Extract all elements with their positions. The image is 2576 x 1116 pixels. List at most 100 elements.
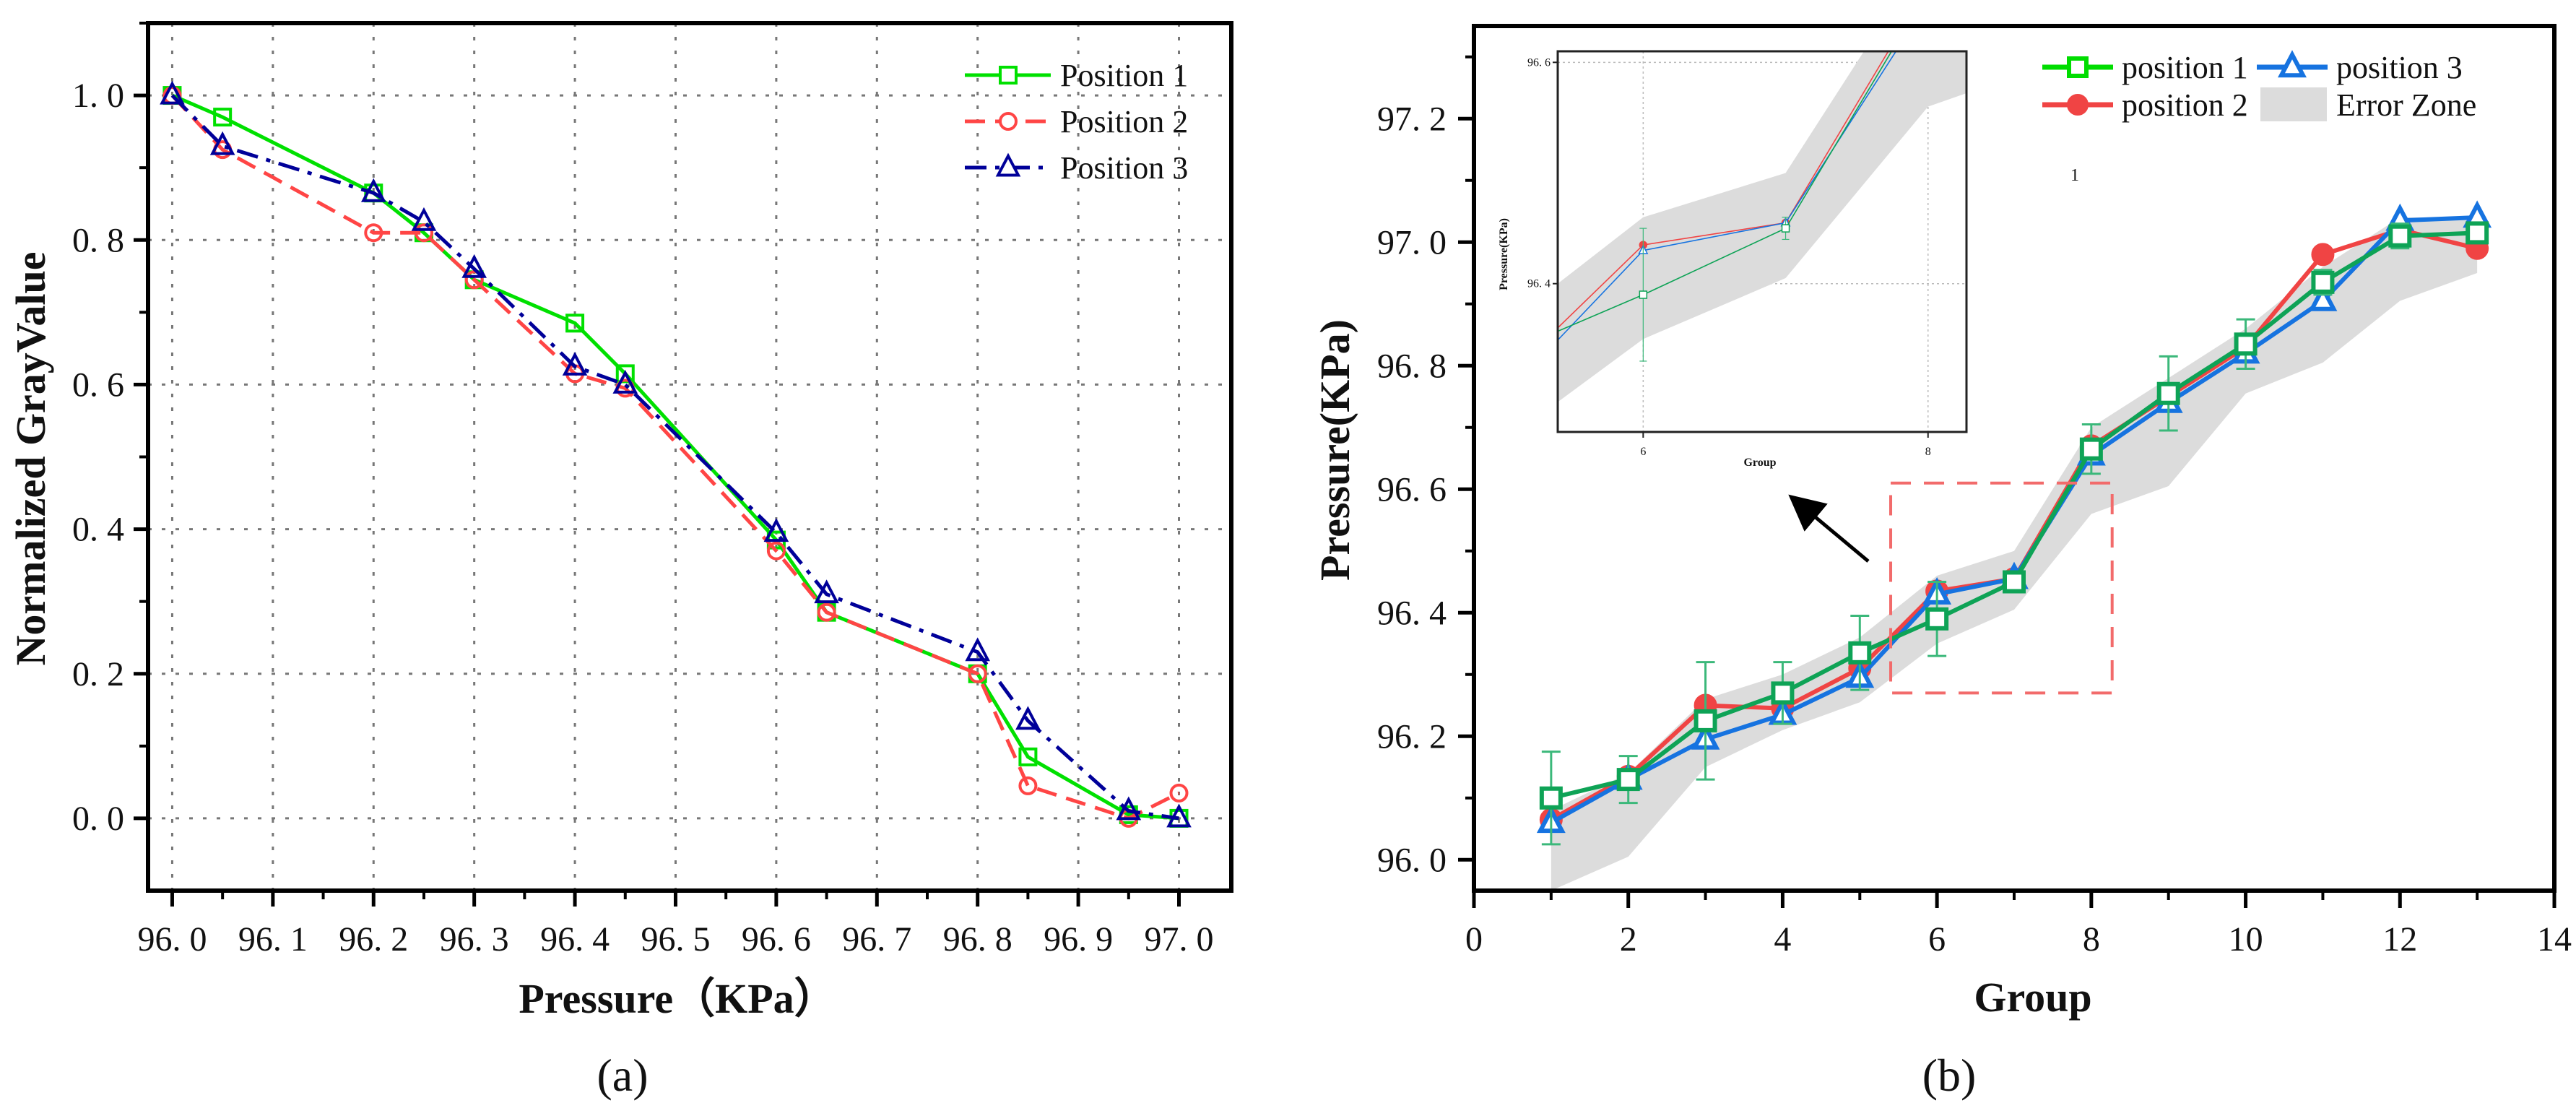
panel-label-b: (b) — [1922, 1050, 1977, 1101]
data-point-2 — [464, 270, 484, 290]
data-point-1 — [2003, 570, 2026, 594]
x-tick-label: 96. 6 — [742, 920, 811, 959]
legend-label: Position 3 — [1060, 150, 1188, 186]
chart-a: 96. 0 96. 1 96. 2 96. 3 96. 4 96. 5 96. 6 96. 7… — [7, 21, 1233, 1101]
data-point-1 — [1781, 224, 1790, 233]
legend-label: Position 2 — [1060, 104, 1188, 139]
data-point-1 — [213, 108, 233, 127]
inset-x-tick-label: 8 — [1925, 446, 1931, 458]
x-tick-label: 96. 2 — [339, 920, 408, 959]
legend-label: position 3 — [2336, 50, 2463, 85]
x-tick-label: 96. 3 — [440, 920, 509, 959]
inset-axis-ticks: 6 8 96. 4 96. 6 — [1527, 56, 1931, 458]
data-point-3 — [1496, 395, 1505, 403]
x-tick-label: 96. 8 — [943, 920, 1012, 959]
y-tick-label: 0. 2 — [72, 655, 124, 693]
x-tick-label: 2 — [1620, 920, 1637, 959]
y-tick-label: 0. 0 — [72, 800, 124, 838]
annotation-text: 1 — [2070, 166, 2079, 185]
data-point-3 — [1015, 706, 1041, 730]
x-tick-label: 4 — [1774, 920, 1791, 959]
data-point-1 — [2234, 332, 2258, 356]
data-point-1 — [2388, 224, 2412, 248]
legend-marker — [999, 66, 1018, 85]
data-point-2 — [1169, 783, 1189, 803]
legend-label: Position 1 — [1060, 58, 1188, 93]
data-point-1 — [2466, 221, 2489, 245]
legend: Position 1 Position 2 Position 3 — [965, 58, 1188, 186]
y-tick-label: 96. 2 — [1377, 717, 1447, 756]
x-tick-label: 10 — [2229, 920, 2263, 959]
x-tick-label: 6 — [1928, 920, 1946, 959]
data-point-1 — [1213, 474, 1220, 481]
data-point-3 — [1116, 796, 1142, 821]
data-point-3 — [562, 352, 588, 376]
x-axis-label: Group — [1974, 974, 2091, 1021]
chart-b: 0 2 4 6 8 10 12 14 96. 0 96. 2 96. 4 96. 6 96. 8 97. … — [927, 0, 2572, 1101]
y-tick-label: 96. 0 — [1377, 841, 1447, 879]
inset-x-tick-label: 6 — [1640, 446, 1646, 458]
zoom-arrow — [1788, 494, 1870, 563]
data-point-1 — [1616, 768, 1640, 792]
legend-label: position 1 — [2122, 50, 2248, 85]
data-point-3 — [965, 637, 991, 662]
data-point-1 — [1771, 681, 1795, 705]
x-tick-label: 0 — [1465, 920, 1483, 959]
axis-ticks: 0 2 4 6 8 10 12 14 96. 0 96. 2 96. 4 96. 6 96. 8 97. … — [1377, 55, 2572, 959]
data-point-3 — [1924, 0, 1933, 4]
zoom-region-box — [1889, 481, 2114, 695]
data-point-3 — [360, 178, 386, 202]
x-tick-label: 12 — [2382, 920, 2417, 959]
data-point-1 — [2079, 437, 2103, 461]
series-line-2 — [170, 94, 1180, 821]
x-tick-label: 96. 1 — [238, 920, 308, 959]
legend-marker — [2067, 94, 2089, 116]
y-axis-label: Pressure(KPa) — [1311, 319, 1358, 581]
x-axis-label: Pressure（KPa） — [519, 975, 836, 1022]
y-tick-label: 0. 4 — [72, 511, 124, 549]
data-point-2 — [2311, 243, 2335, 267]
data-point-3 — [1212, 506, 1220, 514]
data-point-2 — [1070, 574, 1077, 581]
y-tick-label: 97. 0 — [1377, 223, 1447, 261]
data-point-1 — [2311, 270, 2335, 294]
legend-marker — [2278, 50, 2307, 78]
data-point-1 — [927, 612, 934, 619]
data-point-3 — [814, 579, 839, 604]
y-tick-label: 0. 6 — [72, 365, 124, 404]
x-tick-label: 96. 4 — [540, 920, 610, 959]
x-tick-label: 97. 0 — [1145, 920, 1214, 959]
x-tick-label: 96. 5 — [641, 920, 710, 959]
data-point-1 — [1848, 641, 1872, 665]
data-point-1 — [1639, 290, 1648, 299]
data-point-3 — [2308, 283, 2338, 311]
axis-ticks: 96. 0 96. 1 96. 2 96. 3 96. 4 96. 5 96. 6 96. 7… — [72, 22, 1214, 959]
inset-x-axis-label: Group — [1743, 457, 1776, 469]
inset-y-axis-label: Pressure(KPa) — [1498, 218, 1510, 290]
data-point-3 — [461, 254, 487, 278]
inset-y-tick-label: 96. 4 — [1527, 278, 1551, 290]
inset-chart: 6 8 96. 4 96. 6 Group Pressure(KPa) — [927, 0, 1968, 619]
legend-label: position 2 — [2122, 87, 2248, 123]
data-point-1 — [2156, 381, 2180, 405]
legend-swatch-error-zone — [2260, 87, 2327, 121]
data-point-2 — [817, 602, 836, 622]
data-point-2 — [364, 223, 383, 243]
data-point-2 — [1497, 380, 1504, 387]
plot-area — [160, 80, 1192, 828]
panel-label-a: (a) — [597, 1050, 648, 1101]
inset-plot-area — [927, 0, 1966, 619]
data-point-3 — [209, 131, 235, 155]
grid — [148, 23, 1231, 891]
data-point-1 — [565, 313, 585, 333]
data-point-2 — [414, 223, 433, 243]
data-point-3 — [612, 370, 638, 394]
inset-frame — [1556, 50, 1968, 433]
data-point-1 — [1925, 607, 1949, 631]
y-tick-label: 0. 8 — [72, 221, 124, 259]
x-tick-label: 96. 0 — [137, 920, 207, 959]
legend-label: Error Zone — [2336, 87, 2476, 123]
y-tick-label: 96. 8 — [1377, 347, 1447, 385]
